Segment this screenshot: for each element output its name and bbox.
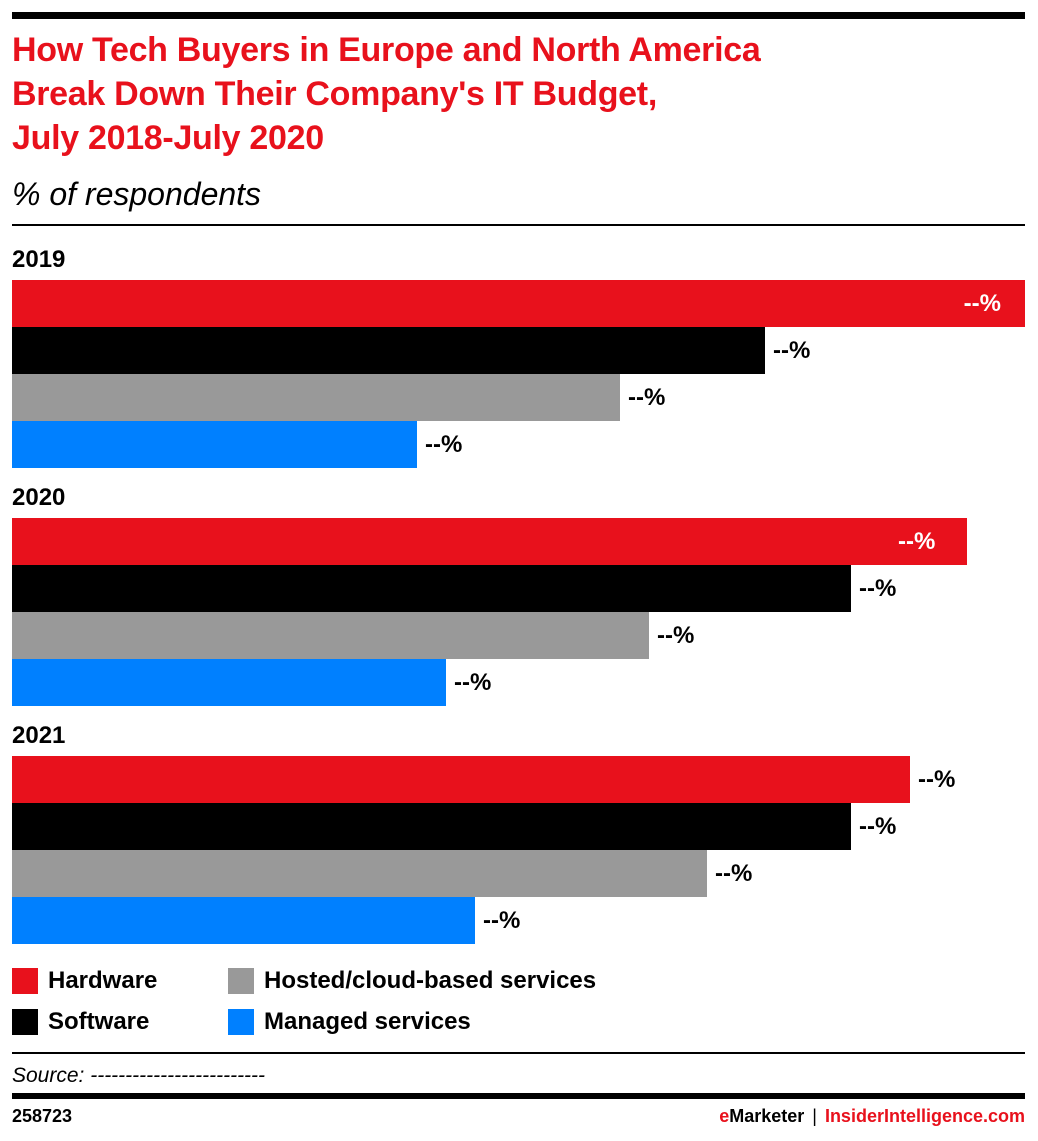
brand-e: e (719, 1106, 730, 1126)
bar-value-label: --% (454, 669, 492, 696)
group-label: 2019 (12, 246, 66, 273)
bar-row-software: --% (12, 803, 1025, 850)
bar-row-hosted: --% (12, 850, 1025, 897)
top-rule (12, 12, 1025, 19)
legend-swatch-icon (12, 1009, 38, 1035)
subtitle-rule (12, 224, 1025, 226)
source-rule (12, 1052, 1025, 1054)
bar-value-label: --% (483, 907, 521, 934)
legend-item-hardware: Hardware (12, 966, 157, 996)
bar-value-label: --% (918, 766, 956, 793)
bar-row-managed: --% (12, 659, 1025, 706)
title-line-3: July 2018-July 2020 (12, 119, 324, 157)
group-label: 2020 (12, 484, 66, 511)
bar-software (12, 803, 851, 850)
footer-brand: eMarketer | InsiderIntelligence.com (719, 1104, 1025, 1128)
legend-item-managed: Managed services (228, 1007, 471, 1037)
bar-hosted (12, 612, 649, 659)
bar-value-label: --% (628, 384, 666, 411)
bar-row-managed: --% (12, 421, 1025, 468)
bar-value-label: --% (425, 431, 463, 458)
bar-value-label: --% (657, 622, 695, 649)
bar-value-label: --% (773, 337, 811, 364)
bar-software (12, 565, 851, 612)
legend-item-software: Software (12, 1007, 149, 1037)
bar-hosted (12, 850, 707, 897)
legend-swatch-icon (228, 1009, 254, 1035)
legend-label: Managed services (264, 1008, 471, 1035)
bar-group-2020: 2020 --% --% --% --% (12, 484, 1025, 706)
legend-item-hosted: Hosted/cloud-based services (228, 966, 596, 996)
bar-managed (12, 421, 417, 468)
bar-group-2021: 2021 --% --% --% --% (12, 722, 1025, 944)
bar-row-managed: --% (12, 897, 1025, 944)
bar-row-software: --% (12, 565, 1025, 612)
bar-hosted (12, 374, 620, 421)
bar-value-label: --% (963, 290, 1001, 317)
legend-label: Software (48, 1008, 150, 1035)
chart-id: 258723 (12, 1106, 73, 1126)
bar-row-hardware: --% (12, 518, 1025, 565)
legend-swatch-icon (12, 968, 38, 994)
bar-hardware (12, 518, 967, 565)
bar-value-label: --% (715, 860, 753, 887)
legend-swatch-icon (228, 968, 254, 994)
group-label: 2021 (12, 722, 66, 749)
bar-hardware (12, 756, 910, 803)
bar-group-2019: 2019 --% --% --% --% (12, 246, 1025, 468)
bar-row-software: --% (12, 327, 1025, 374)
chart-title: How Tech Buyers in Europe and North Amer… (12, 28, 1022, 160)
brand-marketer: Marketer (729, 1106, 805, 1126)
bar-value-label: --% (859, 813, 897, 840)
bar-managed (12, 897, 475, 944)
bar-software (12, 327, 765, 374)
bar-value-label: --% (859, 575, 897, 602)
brand-separator: | (812, 1106, 817, 1126)
bar-row-hosted: --% (12, 612, 1025, 659)
title-line-2: Break Down Their Company's IT Budget, (12, 75, 657, 113)
bar-row-hardware: --% (12, 280, 1025, 327)
chart-subtitle: % of respondents (12, 176, 262, 212)
bottom-rule (12, 1093, 1025, 1099)
source-note: Source: ------------------------- (12, 1064, 266, 1087)
bar-hardware (12, 280, 1025, 327)
title-line-1: How Tech Buyers in Europe and North Amer… (12, 31, 761, 69)
legend-label: Hosted/cloud-based services (264, 967, 597, 994)
bar-value-label: --% (898, 528, 936, 555)
brand-site-link[interactable]: InsiderIntelligence.com (824, 1106, 1025, 1126)
legend-label: Hardware (48, 967, 158, 994)
bar-row-hosted: --% (12, 374, 1025, 421)
bar-managed (12, 659, 446, 706)
bar-row-hardware: --% (12, 756, 1025, 803)
